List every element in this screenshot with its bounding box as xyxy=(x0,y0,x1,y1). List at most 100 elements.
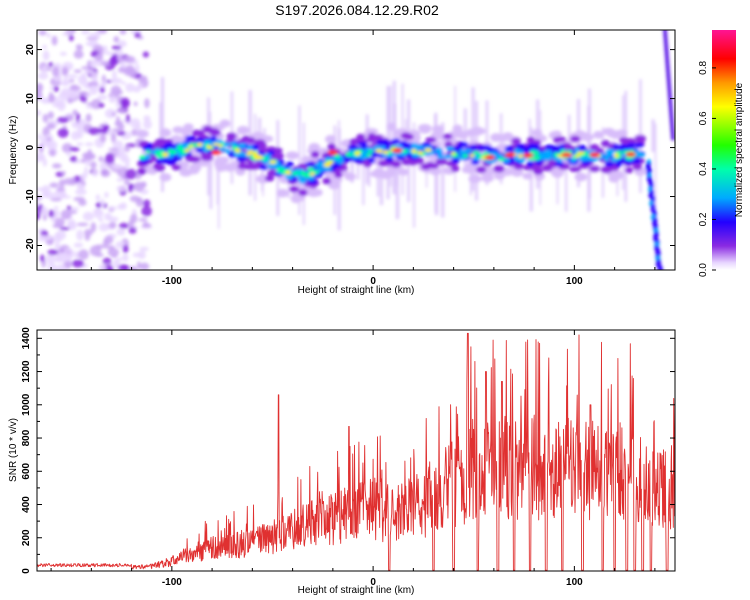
spectrogram-ridge-cell xyxy=(445,146,455,151)
snr-x-axis-label: Height of straight line (km) xyxy=(298,585,415,596)
spectrogram-noise-cell xyxy=(132,188,137,192)
spectrogram-noise-cell xyxy=(76,181,82,189)
spectrogram-ridge-cell xyxy=(285,151,299,160)
spectrogram-ridge-cell xyxy=(515,143,526,150)
spectrogram-ridge-cell xyxy=(327,143,336,151)
spectrogram-ridge-cell xyxy=(159,149,166,154)
spectrogram-noise-cell xyxy=(103,124,110,132)
spectrogram-ridge-cell xyxy=(230,141,238,146)
snr-y-tick-label: 1400 xyxy=(21,327,32,350)
spectrogram-noise-cell xyxy=(101,80,107,87)
spectrogram-noise-cell xyxy=(115,108,127,113)
spectrogram-ridge-cell xyxy=(270,164,280,169)
spectrogram-ridge-cell xyxy=(603,155,610,162)
snr-y-tick-label: 400 xyxy=(21,496,32,513)
spectrogram-ridge-cell xyxy=(322,177,331,185)
spectrogram-noise-cell xyxy=(68,79,75,83)
spectrogram-noise-cell xyxy=(84,142,94,147)
spectrogram-noise-cell xyxy=(61,170,66,176)
spectrogram-ridge-cell xyxy=(293,171,300,175)
spectrogram-hot-spot xyxy=(589,152,600,158)
spectrogram-noise-cell xyxy=(97,94,108,101)
colorbar-tick-label: 0.8 xyxy=(698,61,709,75)
spectrogram-y-axis-label: Frequency (Hz) xyxy=(8,116,19,185)
spectrogram-noise-cell xyxy=(143,119,152,130)
spectrogram-ridge-cell xyxy=(223,163,236,172)
spectrogram-noise-cell xyxy=(132,252,142,258)
spectrogram-ridge-cell xyxy=(195,147,206,153)
spectrogram-noise-cell xyxy=(125,114,131,123)
spectrogram-ridge-cell xyxy=(184,148,190,153)
spectrogram-noise-cell xyxy=(104,212,112,221)
colorbar-tick-label: 0.4 xyxy=(698,162,709,176)
spectrogram-ridge-cell xyxy=(627,142,636,148)
spectrogram-ridge-cell xyxy=(504,145,514,152)
spectrogram-noise-cell xyxy=(75,46,84,51)
spectrogram-ridge-cell xyxy=(468,174,482,183)
spectrogram-noise-cell xyxy=(118,264,130,270)
snr-y-tick-label: 200 xyxy=(21,529,32,546)
spectrogram-streak xyxy=(565,139,568,212)
spectrogram-ridge-cell xyxy=(202,125,213,133)
spectrogram-noise-cell xyxy=(76,229,84,241)
spectrogram-noise-cell xyxy=(95,201,102,209)
spectrogram-noise-cell xyxy=(89,32,97,39)
spectrogram-ridge-cell xyxy=(252,152,259,157)
spectrogram-streak xyxy=(389,85,392,187)
spectrogram-noise-cell xyxy=(104,108,117,119)
spectrogram-noise-cell xyxy=(100,61,112,67)
colorbar: 0.0 0.2 0.4 0.6 0.8 Normalized spectral ampl… xyxy=(698,30,745,277)
spectrogram-noise-cell xyxy=(141,223,152,228)
spectrogram-noise-cell xyxy=(112,258,121,269)
spectrogram-ridge-cell xyxy=(459,149,466,155)
spectrogram-noise-cell xyxy=(37,201,41,206)
spectrogram-x-axis-label: Height of straight line (km) xyxy=(298,285,415,296)
spectrogram-hot-spot xyxy=(327,149,338,155)
spectrogram-noise-cell xyxy=(66,151,72,157)
spectrogram-noise-cell xyxy=(46,33,51,38)
spectrogram-ridge-cell xyxy=(461,166,476,174)
spectrogram-noise-cell xyxy=(41,65,48,74)
spectrogram-hot-spot xyxy=(211,149,222,155)
spectrogram-noise-cell xyxy=(100,198,105,209)
spectrogram-ridge-cell xyxy=(532,129,543,137)
spectrogram-ridge-cell xyxy=(378,159,389,167)
spectrogram-noise-cell xyxy=(102,45,108,54)
spectrogram-noise-cell xyxy=(51,35,58,46)
spectrogram-noise-cell xyxy=(53,86,59,93)
spectrogram-noise-cell xyxy=(71,259,84,268)
spectrogram-ridge-cell xyxy=(595,147,605,155)
spectrogram-ridge-cell xyxy=(578,144,587,151)
spectrogram-ridge-cell xyxy=(574,172,588,182)
spectrogram-noise-cell xyxy=(37,207,42,214)
spectrogram-noise-cell xyxy=(99,161,108,171)
colorbar-tick-label: 0.0 xyxy=(698,263,709,277)
spectrogram-noise-cell xyxy=(47,235,52,240)
spectrogram-noise-cell xyxy=(112,140,124,150)
spectrogram-noise-cell xyxy=(70,131,80,141)
spectrogram-noise-cell xyxy=(73,242,84,248)
spectrogram-ridge-cell xyxy=(533,150,539,156)
spectrogram-ridge-cell xyxy=(472,151,481,155)
spectrogram-ridge-cell xyxy=(410,142,419,149)
spectrogram-noise-cell xyxy=(104,51,116,56)
spectrogram-ridge-cell xyxy=(614,153,619,158)
spectrogram-noise-cell xyxy=(81,30,90,35)
spectrogram-noise-cell xyxy=(78,249,89,260)
spectrogram-ridge-cell xyxy=(169,149,178,155)
spectrogram-streak xyxy=(434,145,439,216)
spectrogram-streak xyxy=(588,88,591,199)
spectrogram-ridge-cell xyxy=(391,160,402,168)
spectrogram-noise-cell xyxy=(116,177,124,182)
spectrogram-noise-cell xyxy=(77,74,88,86)
spectrogram-noise-cell xyxy=(38,143,44,154)
spectrogram-ridge-cell xyxy=(305,162,315,167)
spectrogram-ridge-cell xyxy=(518,150,524,155)
spectrogram-ridge-cell xyxy=(581,156,588,162)
spectrogram-ridge-cell xyxy=(234,148,241,153)
spectrogram-streak xyxy=(651,119,655,153)
spectrogram-noise-cell xyxy=(59,226,70,231)
spectrogram-noise-cell xyxy=(37,212,41,221)
spectrogram-ridge-cell xyxy=(475,166,487,173)
spectrogram-ridge-cell xyxy=(431,125,445,133)
